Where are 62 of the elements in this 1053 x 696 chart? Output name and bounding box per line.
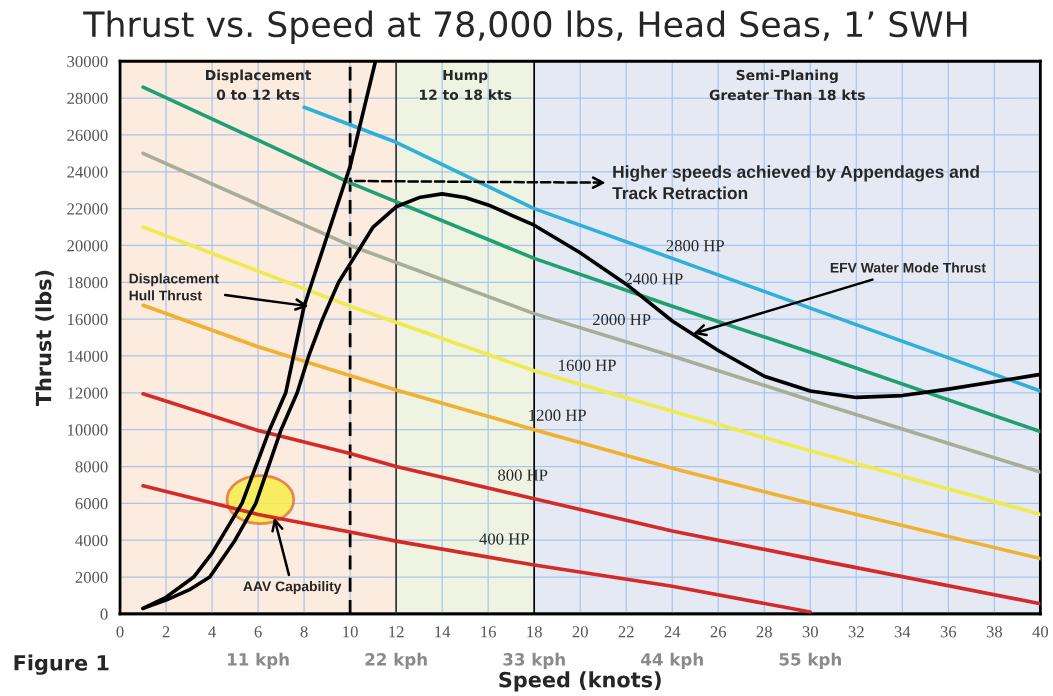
annotation: 1600 HP: [559, 359, 616, 371]
annotation: Displacement Hull Thrust: [129, 273, 219, 301]
x-tick-label: 0: [116, 626, 124, 638]
x-tick-label: 24: [664, 626, 681, 638]
y-tick-label: 0: [100, 608, 108, 620]
line-series: [141, 391, 1041, 606]
y-tick-label: 8000: [75, 461, 108, 473]
line-series: [141, 484, 813, 614]
x-tick-label: 36: [940, 626, 957, 638]
x-tick-label: 20: [572, 626, 588, 638]
y-tick-label: 6000: [75, 498, 108, 510]
annotation: 2800 HP: [666, 240, 724, 252]
y-tick-label: 16000: [68, 313, 108, 326]
x2-tick-label: 44 kph: [641, 652, 703, 669]
x-tick-label: 30: [802, 626, 818, 638]
x-tick-label: 34: [894, 626, 911, 638]
x-tick-label: 18: [527, 626, 542, 638]
line-series: [302, 105, 1041, 393]
x-tick-label: 22: [618, 626, 634, 638]
annotation: 2400 HP: [625, 273, 683, 285]
x-tick-label: 26: [710, 626, 727, 638]
caption: Figure 1: [14, 654, 109, 675]
y-axis-title: Thrust (lbs): [35, 270, 54, 407]
x-tick-label: 12: [389, 626, 404, 638]
y-tick-label: 30000: [67, 55, 108, 68]
x2-tick-label: 55 kph: [779, 652, 841, 669]
x-tick-label: 16: [481, 626, 497, 638]
x-tick-label: 38: [986, 626, 1003, 638]
x-tick-label: 8: [300, 626, 308, 638]
annotation: EFV Water Mode Thrust: [830, 262, 986, 273]
y-tick-label: 10000: [68, 424, 108, 436]
x-tick-label: 10: [343, 626, 358, 638]
y-tick-label: 4000: [75, 534, 108, 547]
line-series: [141, 303, 1041, 561]
y-tick-label: 2000: [75, 571, 108, 583]
x2-tick-label: 11 kph: [228, 652, 289, 669]
x-tick-label: 40: [1032, 626, 1049, 638]
x2-tick-label: 22 kph: [365, 652, 427, 669]
y-tick-label: 22000: [67, 203, 108, 215]
x-tick-label: 6: [254, 626, 262, 638]
annotation: Higher speeds achieved by Appendages and Track Retraction: [612, 165, 979, 200]
y-tick-label: 28000: [67, 92, 108, 105]
annotation: AAV Capability: [243, 581, 342, 594]
x-tick-label: 4: [208, 626, 216, 638]
band-label: Semi-Planing Greater Than 18 kts: [709, 69, 865, 101]
y-tick-label: 26000: [67, 129, 108, 141]
y-tick-label: 20000: [67, 240, 108, 252]
x-tick-label: 2: [162, 626, 170, 638]
y-tick-label: 24000: [67, 166, 108, 178]
y-tick-label: 18000: [68, 277, 108, 289]
y-tick-label: 14000: [68, 350, 108, 362]
annotation: 2000 HP: [592, 313, 651, 326]
annotation: 400 HP: [479, 533, 529, 545]
band-label: Hump 12 to 18 kts: [419, 69, 512, 101]
chart-title: Thrust vs. Speed at 78,000 lbs, Head Seas, 1’ SWH: [83, 10, 967, 45]
x-axis-title: Speed (knots): [499, 671, 661, 692]
x-tick-label: 14: [435, 626, 451, 638]
x2-tick-label: 33 kph: [503, 652, 565, 669]
x-tick-label: 28: [756, 626, 772, 638]
x-tick-label: 32: [848, 626, 864, 638]
y-tick-label: 12000: [68, 387, 108, 399]
band-label: Displacement 0 to 12 kts: [206, 69, 312, 101]
